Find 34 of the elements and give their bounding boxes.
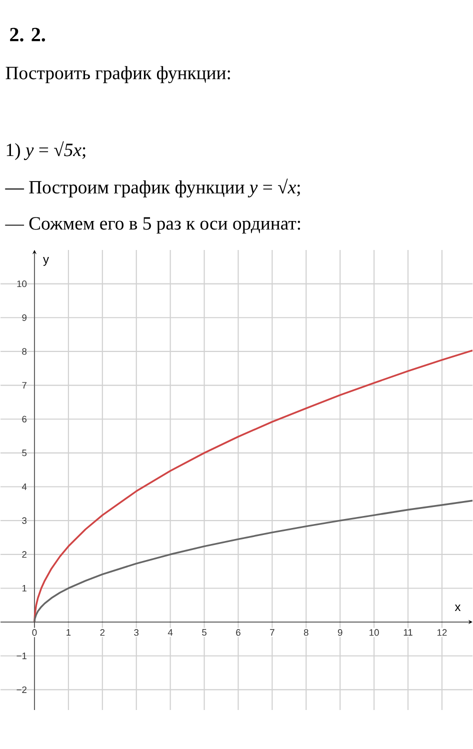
x-tick-label: 2	[100, 629, 105, 636]
y-tick-label: 10	[17, 280, 27, 288]
x-tick-label: 1	[66, 629, 71, 636]
text: — Построим график функции y = √x;	[5, 178, 300, 198]
y-tick-label: 1	[22, 585, 26, 592]
x-tick-label: 9	[338, 629, 342, 636]
y-tick-label: 4	[22, 484, 27, 490]
x-tick-label: 11	[404, 629, 412, 636]
x-tick-label: 4	[168, 629, 173, 636]
y-tick-label: 8	[22, 348, 27, 355]
y-tick-label: −2	[16, 686, 26, 693]
y-tick-label: −1	[16, 652, 26, 660]
x-tick-label: 3	[134, 629, 139, 636]
x-tick-label: 8	[304, 629, 308, 636]
x-tick-label: 7	[270, 629, 274, 636]
x-tick-label: 5	[202, 629, 206, 636]
text: — Сожмем его в 5 раз к оси ординат:	[5, 217, 300, 234]
x-tick-label: 10	[370, 629, 379, 636]
line-series	[34, 500, 473, 623]
chart-subtitle: Построить график функции:	[6, 66, 230, 84]
x-tick-label: 0	[32, 629, 37, 636]
y-tick-label: 7	[22, 382, 26, 388]
chart-title: 2. 2.	[10, 28, 46, 42]
x-axis-title: x	[454, 604, 461, 611]
y-tick-label: 6	[22, 416, 26, 422]
x-tick-label: 12	[437, 629, 447, 636]
y-tick-label: 9	[22, 314, 26, 321]
line-series	[34, 350, 473, 623]
y-tick-label: 2	[22, 551, 26, 558]
x-tick-label: 6	[236, 629, 240, 636]
y-axis-title: y	[43, 257, 49, 266]
y-tick-label: 5	[22, 450, 27, 456]
text: 1) y = √5x;	[6, 141, 86, 160]
y-tick-label: 3	[22, 517, 26, 524]
